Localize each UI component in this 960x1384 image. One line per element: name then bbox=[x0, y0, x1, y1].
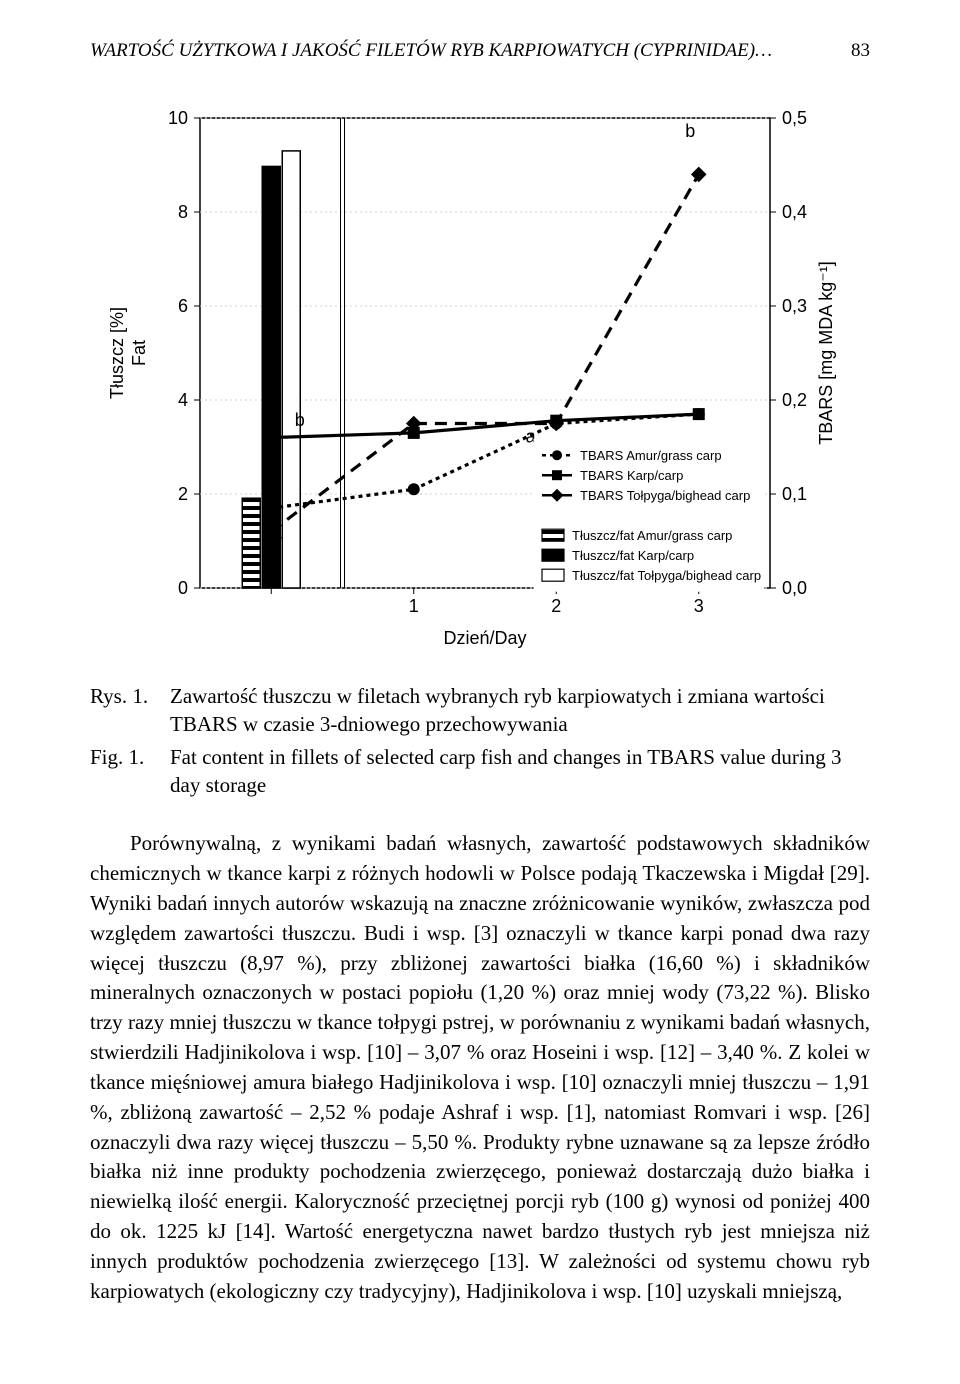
page: WARTOŚĆ UŻYTKOWA I JAKOŚĆ FILETÓW RYB KA… bbox=[0, 0, 960, 1366]
figure-caption: Rys. 1. Zawartość tłuszczu w filetach wy… bbox=[90, 682, 870, 799]
svg-text:TBARS [mg MDA kg⁻¹]: TBARS [mg MDA kg⁻¹] bbox=[816, 261, 836, 445]
svg-text:0,2: 0,2 bbox=[782, 390, 807, 410]
svg-text:Tłuszcz/fat Amur/grass carp: Tłuszcz/fat Amur/grass carp bbox=[572, 528, 732, 543]
svg-text:TBARS Amur/grass carp: TBARS Amur/grass carp bbox=[580, 448, 722, 463]
svg-text:0,1: 0,1 bbox=[782, 484, 807, 504]
svg-text:Tłuszcz [%]: Tłuszcz [%] bbox=[110, 307, 127, 399]
svg-text:b: b bbox=[295, 410, 305, 430]
figure-chart: 0 2 4 6 8 10 0,0 0,1 0,2 0,3 0,4 0,5 1 2 3 Tłuszcz [%]F… bbox=[110, 98, 850, 658]
svg-text:TBARS Karp/carp: TBARS Karp/carp bbox=[580, 468, 683, 483]
caption-fig-text: Fat content in fillets of selected carp … bbox=[170, 743, 870, 800]
body-paragraph: Porównywalną, z wynikami badań własnych,… bbox=[90, 829, 870, 1306]
chart-svg: 0 2 4 6 8 10 0,0 0,1 0,2 0,3 0,4 0,5 1 2 3 Tłuszcz [%]F… bbox=[110, 98, 850, 658]
svg-text:1: 1 bbox=[409, 596, 419, 616]
svg-text:10: 10 bbox=[168, 108, 188, 128]
svg-text:0,4: 0,4 bbox=[782, 202, 807, 222]
caption-fig-tag: Fig. 1. bbox=[90, 743, 170, 800]
svg-text:2: 2 bbox=[178, 484, 188, 504]
svg-text:0,3: 0,3 bbox=[782, 296, 807, 316]
svg-text:0: 0 bbox=[178, 578, 188, 598]
running-head: WARTOŚĆ UŻYTKOWA I JAKOŚĆ FILETÓW RYB KA… bbox=[90, 40, 870, 62]
svg-text:0,5: 0,5 bbox=[782, 108, 807, 128]
svg-text:Tłuszcz/fat Karp/carp: Tłuszcz/fat Karp/carp bbox=[572, 548, 694, 563]
svg-text:Dzień/Day: Dzień/Day bbox=[443, 628, 526, 648]
svg-text:0,0: 0,0 bbox=[782, 578, 807, 598]
svg-text:6: 6 bbox=[178, 296, 188, 316]
svg-text:2: 2 bbox=[551, 596, 561, 616]
caption-rys-tag: Rys. 1. bbox=[90, 682, 170, 739]
caption-rys-text: Zawartość tłuszczu w filetach wybranych … bbox=[170, 682, 870, 739]
svg-text:a: a bbox=[272, 523, 283, 543]
svg-text:b: b bbox=[685, 121, 695, 141]
svg-text:3: 3 bbox=[694, 596, 704, 616]
running-title: WARTOŚĆ UŻYTKOWA I JAKOŚĆ FILETÓW RYB KA… bbox=[90, 40, 772, 62]
svg-text:8: 8 bbox=[178, 202, 188, 222]
svg-text:Tłuszcz/fat Tołpyga/bighead ca: Tłuszcz/fat Tołpyga/bighead carp bbox=[572, 568, 761, 583]
page-number: 83 bbox=[851, 40, 870, 62]
svg-text:Fat: Fat bbox=[129, 340, 149, 366]
svg-text:4: 4 bbox=[178, 390, 188, 410]
svg-text:TBARS Tołpyga/bighead carp: TBARS Tołpyga/bighead carp bbox=[580, 488, 750, 503]
